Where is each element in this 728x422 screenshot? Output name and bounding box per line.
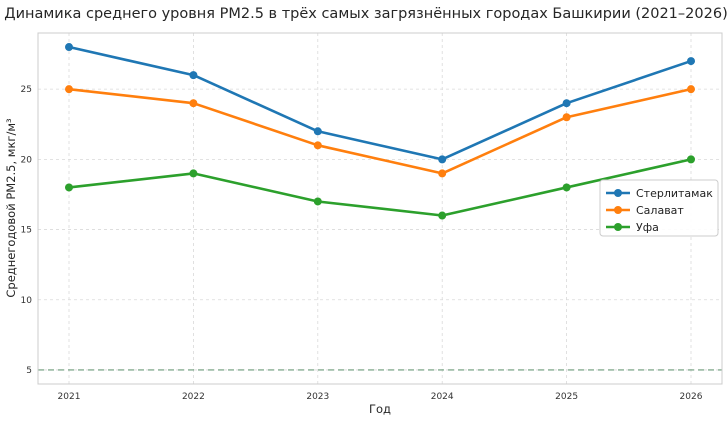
y-tick-label: 10 bbox=[21, 296, 33, 306]
legend-swatch-marker bbox=[614, 189, 622, 197]
y-tick-label: 15 bbox=[21, 226, 32, 236]
x-tick-label: 2025 bbox=[555, 392, 578, 402]
series-line bbox=[68, 45, 692, 161]
data-point bbox=[189, 169, 198, 178]
data-point bbox=[65, 85, 73, 94]
legend-swatch-marker bbox=[614, 223, 622, 231]
data-point bbox=[562, 183, 571, 192]
series-line bbox=[68, 158, 692, 217]
data-point bbox=[687, 85, 695, 94]
data-point bbox=[562, 113, 571, 122]
data-point bbox=[687, 57, 695, 66]
series-line bbox=[68, 87, 692, 175]
y-axis-label: Среднегодовой PM2.5, мкг/м³ bbox=[4, 118, 18, 298]
data-point bbox=[438, 155, 447, 164]
data-point bbox=[313, 127, 322, 136]
data-point bbox=[65, 43, 73, 52]
series-group bbox=[65, 43, 695, 220]
y-tick-label: 5 bbox=[26, 366, 32, 376]
data-point bbox=[65, 183, 73, 192]
chart-title: Динамика среднего уровня PM2.5 в трёх са… bbox=[4, 6, 727, 22]
legend-label: Уфа bbox=[636, 221, 659, 234]
legend: Стерлитамак Салават Уфа bbox=[599, 179, 719, 237]
x-axis-label: Год bbox=[369, 402, 391, 416]
x-tick-label: 2022 bbox=[182, 392, 205, 402]
x-tick-label: 2026 bbox=[680, 392, 703, 402]
legend-label: Стерлитамак bbox=[636, 187, 713, 200]
y-tick-label: 20 bbox=[21, 155, 33, 165]
legend-label: Салават bbox=[636, 204, 684, 217]
x-tick-label: 2024 bbox=[431, 392, 454, 402]
grid-lines bbox=[38, 33, 722, 384]
data-point bbox=[438, 211, 447, 220]
data-point bbox=[562, 99, 571, 108]
x-tick-label: 2021 bbox=[58, 392, 81, 402]
data-point bbox=[189, 71, 198, 80]
data-point bbox=[189, 99, 198, 108]
legend-swatch-marker bbox=[614, 206, 622, 214]
data-point bbox=[687, 155, 695, 164]
y-tick-label: 25 bbox=[21, 85, 32, 95]
plot-frame bbox=[37, 32, 723, 385]
data-point bbox=[313, 141, 322, 150]
data-point bbox=[313, 197, 322, 206]
x-tick-label: 2023 bbox=[306, 392, 329, 402]
data-point bbox=[438, 169, 447, 178]
